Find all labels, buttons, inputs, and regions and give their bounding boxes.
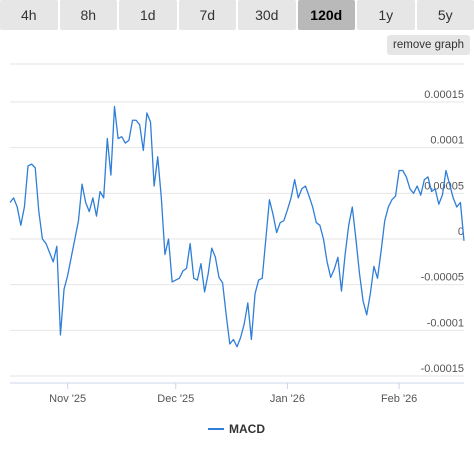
- tab-5y[interactable]: 5y: [416, 0, 474, 30]
- y-axis-labels: 0.000150.00010.000050-0.00005-0.0001-0.0…: [421, 89, 464, 375]
- tab-1d[interactable]: 1d: [119, 0, 177, 30]
- timeframe-tabs: 4h 8h 1d 7d 30d 120d 1y 5y: [0, 0, 474, 30]
- y-tick-label: 0.0001: [430, 135, 464, 147]
- x-axis-labels: Nov '25 Dec '25 Jan '26 Feb '26: [49, 383, 417, 405]
- y-tick-label: 0: [458, 226, 464, 238]
- x-tick-label: Feb '26: [381, 393, 417, 405]
- legend[interactable]: MACD: [208, 422, 265, 436]
- tab-7d[interactable]: 7d: [178, 0, 236, 30]
- y-tick-label: -0.00015: [421, 363, 464, 375]
- x-tick-label: Nov '25: [49, 393, 86, 405]
- x-tick-label: Dec '25: [157, 393, 194, 405]
- y-gridlines: [10, 101, 464, 377]
- remove-graph-button[interactable]: remove graph: [387, 35, 470, 55]
- tab-1y[interactable]: 1y: [357, 0, 415, 30]
- y-tick-label: 0.00015: [424, 89, 464, 101]
- tab-8h[interactable]: 8h: [59, 0, 117, 30]
- tab-4h[interactable]: 4h: [0, 0, 58, 30]
- tab-30d[interactable]: 30d: [238, 0, 296, 30]
- tab-120d[interactable]: 120d: [297, 0, 355, 30]
- legend-label-macd: MACD: [229, 422, 265, 436]
- y-tick-label: -0.00005: [421, 272, 464, 284]
- x-tick-label: Jan '26: [270, 393, 305, 405]
- y-tick-label: -0.0001: [427, 317, 464, 329]
- macd-series-line[interactable]: [9, 105, 465, 348]
